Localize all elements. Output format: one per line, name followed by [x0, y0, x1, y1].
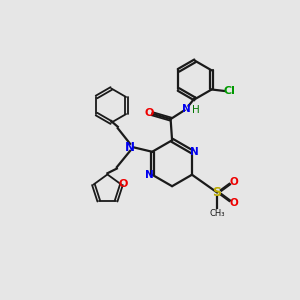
Text: N: N: [146, 170, 154, 180]
Text: CH₃: CH₃: [209, 208, 225, 217]
Text: O: O: [144, 108, 154, 118]
Text: N: N: [190, 147, 198, 157]
Text: H: H: [192, 105, 200, 115]
Text: O: O: [230, 198, 239, 208]
Text: N: N: [182, 104, 191, 114]
Text: O: O: [230, 177, 239, 187]
Text: S: S: [212, 186, 221, 199]
Text: Cl: Cl: [224, 86, 235, 96]
Text: O: O: [118, 179, 128, 189]
Text: N: N: [125, 141, 135, 154]
